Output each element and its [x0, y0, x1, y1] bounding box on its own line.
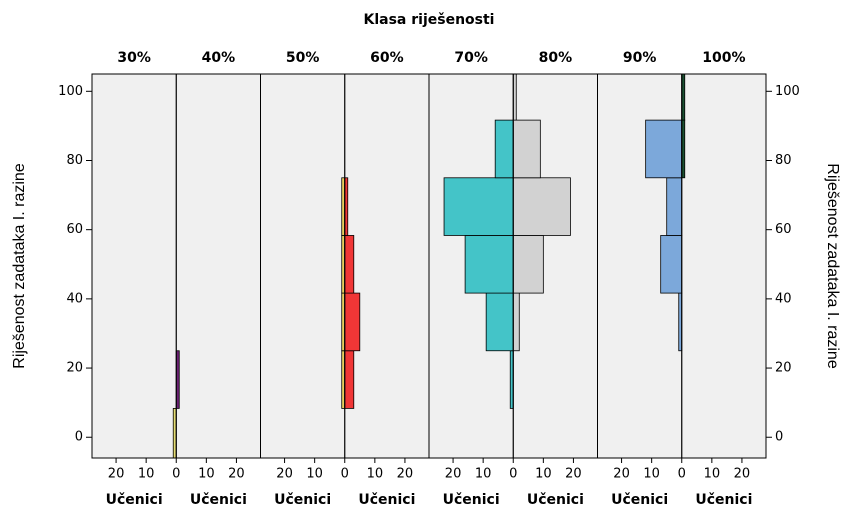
y-axis-label-right: Riješenost zadataka I. razine: [824, 163, 841, 369]
x-tick-label: 10: [475, 467, 492, 482]
x-tick-label: 20: [276, 467, 293, 482]
bar: [512, 292, 520, 352]
x-tick-label: 10: [138, 467, 155, 482]
y-tick-label: 100: [58, 84, 83, 99]
y-tick-label-right: 80: [775, 153, 792, 168]
x-tick-label: 10: [643, 467, 660, 482]
x-tick-label: 20: [108, 467, 125, 482]
x-axis-label: Učenici: [443, 492, 500, 508]
panel-header: 30%: [117, 50, 151, 66]
bar: [485, 292, 514, 352]
x-tick-label: 10: [535, 467, 552, 482]
bar: [494, 119, 514, 179]
bar: [464, 235, 514, 294]
x-tick-label: 10: [704, 467, 721, 482]
y-tick-label: 20: [66, 361, 83, 376]
x-tick-label: 10: [306, 467, 323, 482]
y-tick-label: 40: [66, 291, 83, 306]
bar: [660, 235, 683, 294]
y-tick-label-right: 100: [775, 84, 800, 99]
y-tick-label-right: 60: [775, 222, 792, 237]
x-tick-label: 20: [445, 467, 462, 482]
x-tick-label: 10: [198, 467, 215, 482]
bar: [666, 177, 683, 236]
panel-header: 70%: [454, 50, 488, 66]
x-axis-label: Učenici: [358, 492, 415, 508]
bar: [443, 177, 514, 236]
bar: [645, 119, 683, 179]
x-tick-label: 20: [228, 467, 245, 482]
x-axis-label: Učenici: [190, 492, 247, 508]
bar: [512, 235, 544, 294]
x-tick-label: 20: [613, 467, 630, 482]
x-axis-label: Učenici: [695, 492, 752, 508]
x-tick-label: 0: [509, 467, 517, 482]
x-tick-label: 20: [397, 467, 414, 482]
panel-header: 60%: [370, 50, 404, 66]
x-axis-label: Učenici: [611, 492, 668, 508]
x-tick-label: 0: [678, 467, 686, 482]
y-tick-label: 0: [75, 430, 83, 445]
bar: [344, 292, 361, 352]
panel-header: 80%: [539, 50, 573, 66]
x-tick-label: 20: [734, 467, 751, 482]
panel-header: 100%: [702, 50, 745, 66]
y-tick-label-right: 0: [775, 430, 783, 445]
x-tick-label: 0: [172, 467, 180, 482]
x-axis-label: Učenici: [106, 492, 163, 508]
panel-header: 40%: [202, 50, 236, 66]
panel-border: [597, 73, 767, 459]
y-tick-label: 60: [66, 222, 83, 237]
y-tick-label-right: 20: [775, 361, 792, 376]
y-tick-label: 80: [66, 153, 83, 168]
bar: [344, 235, 355, 294]
panel-header: 50%: [286, 50, 320, 66]
x-axis-label: Učenici: [274, 492, 331, 508]
plot-area: [92, 74, 766, 458]
x-tick-label: 0: [341, 467, 349, 482]
bar: [512, 119, 541, 179]
x-axis-label: Učenici: [527, 492, 584, 508]
bar: [512, 177, 571, 236]
x-tick-label: 20: [565, 467, 582, 482]
chart-title: Klasa riješenosti: [364, 12, 495, 28]
bar: [344, 350, 355, 409]
x-tick-label: 10: [367, 467, 384, 482]
panel-header: 90%: [623, 50, 657, 66]
y-tick-label-right: 40: [775, 291, 792, 306]
y-axis-label: Riješenost zadataka I. razine: [11, 163, 28, 369]
